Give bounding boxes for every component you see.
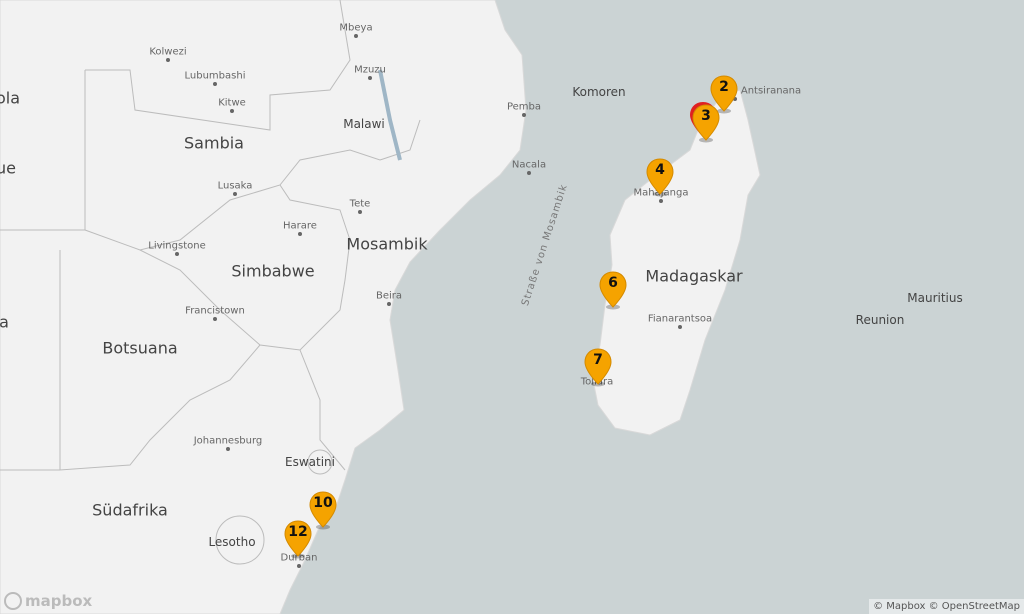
- attribution[interactable]: © Mapbox © OpenStreetMap: [869, 599, 1024, 614]
- city-dot: [298, 232, 302, 236]
- mapbox-logo-icon: [4, 592, 22, 610]
- country-label: Botsuana: [102, 338, 178, 358]
- country-label: Mosambik: [346, 234, 428, 254]
- city-dot: [354, 34, 358, 38]
- city-label: Beira: [375, 290, 403, 302]
- map-pin-icon: [646, 158, 674, 197]
- city-label: Lusaka: [217, 180, 253, 192]
- city-dot: [368, 76, 372, 80]
- cluster-marker[interactable]: 4: [646, 158, 674, 197]
- city-dot: [733, 97, 737, 101]
- city-label: Nacala: [511, 159, 547, 171]
- country-borders: [0, 0, 421, 565]
- city-label: Kolwezi: [149, 46, 187, 58]
- country-label: Simbabwe: [231, 261, 315, 281]
- city-label: Antsiranana: [740, 85, 802, 97]
- country-label: ola: [0, 88, 21, 108]
- country-label: Madagaskar: [645, 266, 743, 286]
- city-label: Johannesburg: [193, 435, 263, 447]
- map-pin-icon: [710, 75, 738, 114]
- city-label: Kitwe: [218, 97, 246, 109]
- city-dot: [230, 109, 234, 113]
- city-label: Harare: [283, 220, 317, 232]
- city-label: Fianarantsoa: [647, 313, 713, 325]
- country-label: Sambia: [184, 133, 244, 153]
- marker-count: 10: [313, 495, 333, 511]
- city-label: Pemba: [506, 101, 542, 113]
- city-dot: [527, 171, 531, 175]
- city-dot: [358, 210, 362, 214]
- map-pin-icon: [284, 520, 312, 559]
- city-dot: [387, 302, 391, 306]
- city-dot: [175, 252, 179, 256]
- city-label: Tete: [349, 198, 371, 210]
- map-pin-icon: [309, 491, 337, 530]
- map-pin-icon: [584, 348, 612, 387]
- city-dot: [659, 199, 663, 203]
- cluster-marker[interactable]: 3: [690, 102, 720, 143]
- cluster-marker[interactable]: 10: [309, 491, 337, 530]
- africa-landmass: [0, 0, 527, 614]
- city-dot: [213, 82, 217, 86]
- city-dot: [233, 192, 237, 196]
- cluster-marker[interactable]: 7: [584, 348, 612, 387]
- city-dot: [678, 325, 682, 329]
- country-label: Komoren: [572, 85, 626, 99]
- country-label: Malawi: [343, 117, 385, 131]
- country-label: Lesotho: [208, 535, 256, 549]
- marker-count: 6: [608, 275, 618, 291]
- city-dot: [522, 113, 526, 117]
- marker-count: 2: [719, 79, 729, 95]
- mapbox-logo[interactable]: mapbox: [4, 592, 92, 610]
- city-dot: [166, 58, 170, 62]
- cluster-marker[interactable]: 6: [599, 271, 627, 310]
- city-label: Livingstone: [148, 240, 206, 252]
- city-label: Mbeya: [339, 22, 373, 34]
- marker-count: 4: [655, 162, 665, 178]
- map-pin-icon: [599, 271, 627, 310]
- city-dot: [226, 447, 230, 451]
- city-label: Mzuzu: [354, 64, 386, 76]
- country-label: a: [0, 312, 9, 332]
- marker-count: 12: [288, 524, 308, 540]
- city-label: Francistown: [185, 305, 245, 317]
- city-label: Durban: [281, 553, 318, 564]
- marker-count: 3: [701, 108, 711, 124]
- country-label: Südafrika: [92, 500, 168, 520]
- marker-count: 7: [593, 352, 603, 368]
- country-label: Mauritius: [907, 291, 963, 305]
- country-label: ue: [0, 158, 16, 178]
- cluster-marker[interactable]: 2: [710, 75, 738, 114]
- city-dot: [297, 564, 301, 568]
- city-dot: [213, 317, 217, 321]
- country-label: Reunion: [855, 313, 905, 327]
- cluster-marker[interactable]: 12: [284, 520, 312, 559]
- map-pin-icon: [690, 102, 720, 143]
- country-label: Eswatini: [285, 455, 335, 469]
- madagascar-landmass: [591, 89, 761, 436]
- city-label: Lubumbashi: [184, 70, 246, 82]
